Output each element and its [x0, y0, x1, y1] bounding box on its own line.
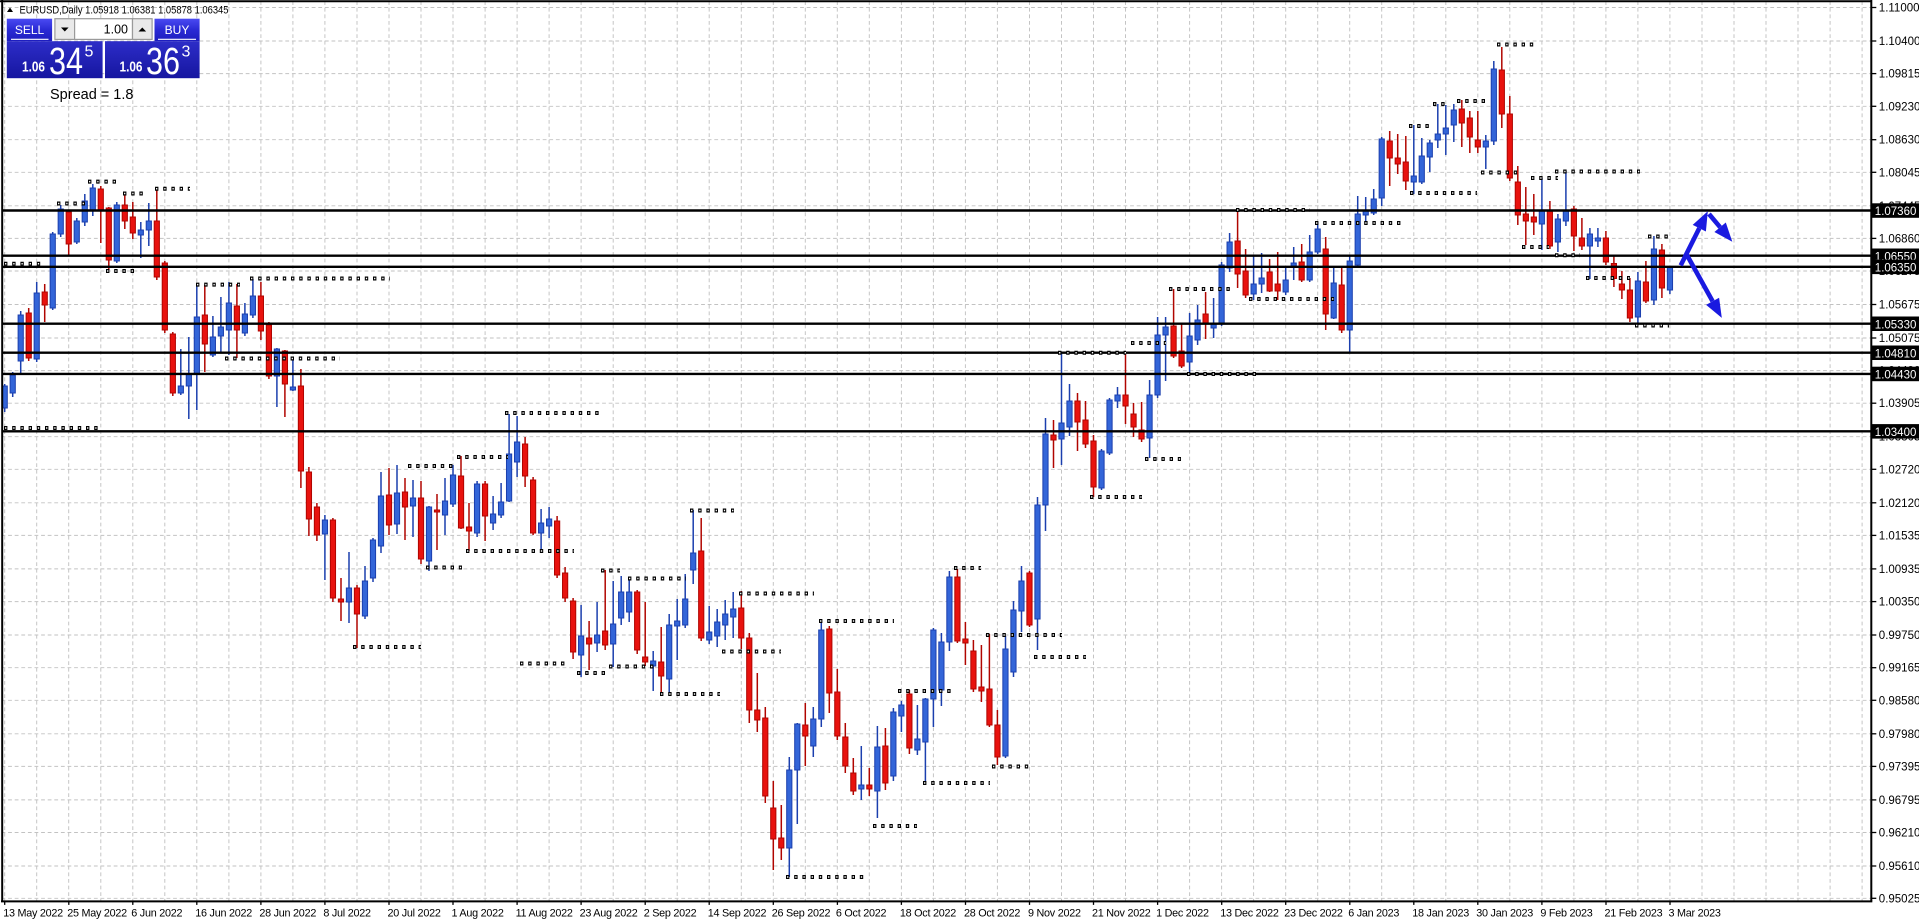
svg-text:9 Nov 2022: 9 Nov 2022 — [1028, 908, 1081, 920]
svg-text:1.06860: 1.06860 — [1879, 233, 1919, 245]
svg-text:1.00935: 1.00935 — [1879, 564, 1919, 576]
svg-text:1.09815: 1.09815 — [1879, 69, 1919, 81]
svg-text:SELL: SELL — [15, 23, 45, 37]
svg-text:0.95025: 0.95025 — [1879, 893, 1919, 905]
svg-text:23 Dec 2022: 23 Dec 2022 — [1284, 908, 1343, 920]
svg-text:13 Dec 2022: 13 Dec 2022 — [1220, 908, 1279, 920]
svg-text:1.05675: 1.05675 — [1879, 300, 1919, 312]
svg-text:6 Jun 2022: 6 Jun 2022 — [131, 908, 182, 920]
svg-text:1.08630: 1.08630 — [1879, 135, 1919, 147]
svg-text:0.99165: 0.99165 — [1879, 663, 1919, 675]
svg-text:28 Jun 2022: 28 Jun 2022 — [259, 908, 316, 920]
svg-text:1.09230: 1.09230 — [1879, 101, 1919, 113]
svg-text:23 Aug 2022: 23 Aug 2022 — [580, 908, 638, 920]
svg-text:30 Jan 2023: 30 Jan 2023 — [1476, 908, 1533, 920]
svg-text:3 Mar 2023: 3 Mar 2023 — [1669, 908, 1721, 920]
svg-text:6 Jan 2023: 6 Jan 2023 — [1348, 908, 1399, 920]
svg-text:8 Jul 2022: 8 Jul 2022 — [323, 908, 371, 920]
svg-text:0.95610: 0.95610 — [1879, 861, 1919, 873]
svg-text:14 Sep 2022: 14 Sep 2022 — [708, 908, 767, 920]
svg-text:5: 5 — [85, 44, 94, 61]
svg-text:1.00: 1.00 — [104, 23, 128, 37]
svg-text:2 Sep 2022: 2 Sep 2022 — [644, 908, 697, 920]
svg-text:0.97980: 0.97980 — [1879, 729, 1919, 741]
svg-text:18 Jan 2023: 18 Jan 2023 — [1412, 908, 1469, 920]
svg-text:1.06: 1.06 — [120, 60, 143, 76]
svg-text:16 Jun 2022: 16 Jun 2022 — [195, 908, 252, 920]
svg-text:1.05075: 1.05075 — [1879, 333, 1919, 345]
svg-text:21 Feb 2023: 21 Feb 2023 — [1605, 908, 1663, 920]
svg-text:1.06350: 1.06350 — [1875, 262, 1917, 274]
svg-text:1.04810: 1.04810 — [1875, 348, 1917, 360]
svg-text:1 Dec 2022: 1 Dec 2022 — [1156, 908, 1209, 920]
svg-text:21 Nov 2022: 21 Nov 2022 — [1092, 908, 1151, 920]
svg-text:1.05330: 1.05330 — [1875, 319, 1917, 331]
svg-text:1.07360: 1.07360 — [1875, 206, 1917, 218]
svg-text:1.11000: 1.11000 — [1879, 3, 1919, 15]
svg-text:1.02120: 1.02120 — [1879, 498, 1919, 510]
svg-text:36: 36 — [146, 41, 180, 83]
svg-text:1.01535: 1.01535 — [1879, 530, 1919, 542]
svg-text:0.98580: 0.98580 — [1879, 695, 1919, 707]
svg-text:1.06: 1.06 — [22, 60, 45, 76]
svg-text:20 Jul 2022: 20 Jul 2022 — [388, 908, 441, 920]
svg-text:EURUSD,Daily 1.05918 1.06381: EURUSD,Daily 1.05918 1.06381 1.05878 1.0… — [20, 5, 229, 17]
svg-text:13 May 2022: 13 May 2022 — [3, 908, 63, 920]
svg-text:3: 3 — [182, 44, 191, 61]
svg-text:1 Aug 2022: 1 Aug 2022 — [452, 908, 504, 920]
svg-text:9 Feb 2023: 9 Feb 2023 — [1540, 908, 1592, 920]
svg-text:1.08045: 1.08045 — [1879, 167, 1919, 179]
svg-text:11 Aug 2022: 11 Aug 2022 — [516, 908, 573, 920]
svg-text:26 Sep 2022: 26 Sep 2022 — [772, 908, 831, 920]
svg-text:0.97395: 0.97395 — [1879, 761, 1919, 773]
svg-text:6 Oct 2022: 6 Oct 2022 — [836, 908, 887, 920]
svg-text:28 Oct 2022: 28 Oct 2022 — [964, 908, 1020, 920]
svg-text:BUY: BUY — [165, 23, 190, 37]
svg-text:1.03905: 1.03905 — [1879, 398, 1919, 410]
svg-text:25 May 2022: 25 May 2022 — [67, 908, 127, 920]
svg-text:34: 34 — [49, 41, 83, 83]
svg-text:0.96210: 0.96210 — [1879, 828, 1919, 840]
svg-text:18 Oct 2022: 18 Oct 2022 — [900, 908, 956, 920]
svg-text:1.00350: 1.00350 — [1879, 597, 1919, 609]
svg-text:1.02720: 1.02720 — [1879, 464, 1919, 476]
svg-text:1.04430: 1.04430 — [1875, 370, 1917, 382]
svg-text:0.96795: 0.96795 — [1879, 795, 1919, 807]
svg-text:Spread = 1.8: Spread = 1.8 — [50, 87, 133, 103]
svg-text:1.03400: 1.03400 — [1875, 427, 1917, 439]
svg-text:0.99750: 0.99750 — [1879, 630, 1919, 642]
svg-text:1.10400: 1.10400 — [1879, 36, 1919, 48]
